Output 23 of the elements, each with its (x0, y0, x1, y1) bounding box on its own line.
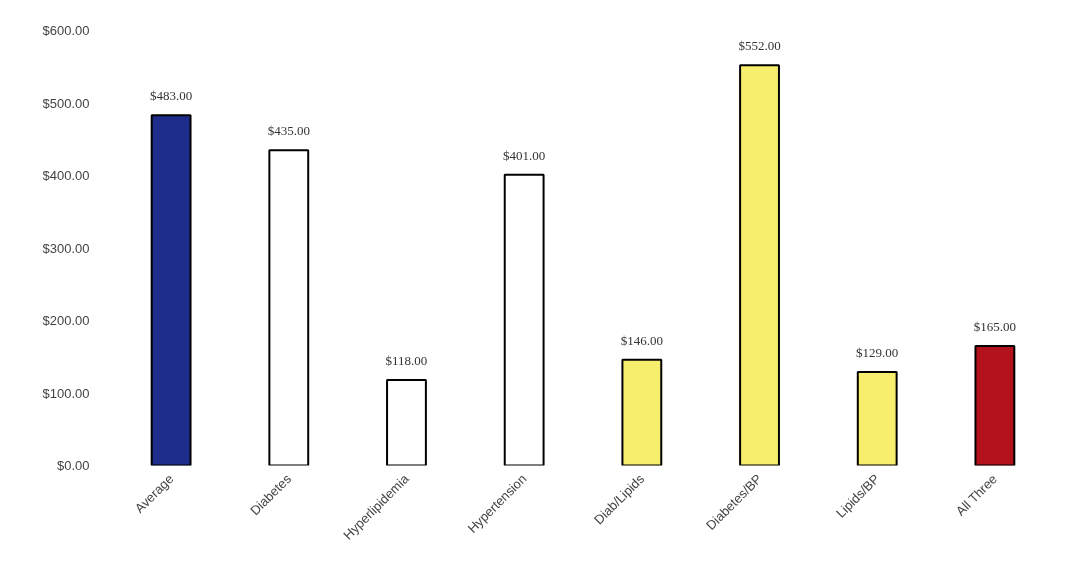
data-label: $118.00 (385, 352, 428, 368)
y-tick-label: $0.00 (56, 458, 90, 473)
y-tick-label: $300.00 (42, 240, 90, 256)
data-label: $483.00 (149, 88, 193, 104)
bar (856, 370, 898, 466)
bar (621, 358, 663, 466)
bar (503, 173, 545, 466)
y-tick-label: $600.00 (42, 23, 90, 38)
y-tick-label: $200.00 (42, 313, 90, 328)
data-label: $146.00 (620, 332, 663, 348)
bar (974, 344, 1016, 466)
bar (739, 64, 780, 466)
data-label: $552.00 (738, 38, 781, 54)
bar (386, 378, 427, 466)
bar (268, 149, 310, 466)
y-tick-label: $100.00 (42, 385, 90, 401)
data-label: $165.00 (973, 318, 1017, 334)
data-label: $129.00 (856, 344, 899, 360)
data-label: $435.00 (267, 123, 310, 139)
y-tick-label: $400.00 (42, 168, 90, 183)
y-tick-label: $500.00 (42, 95, 90, 111)
data-label: $401.00 (503, 147, 546, 163)
bar (150, 114, 192, 466)
